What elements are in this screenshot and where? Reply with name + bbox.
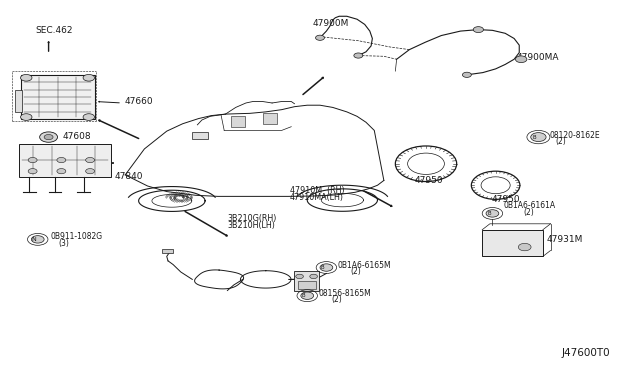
Circle shape bbox=[86, 157, 95, 163]
Text: 47950: 47950 bbox=[491, 195, 520, 203]
Circle shape bbox=[320, 264, 333, 271]
Circle shape bbox=[486, 210, 499, 217]
Text: J47600T0: J47600T0 bbox=[561, 349, 610, 359]
Text: B: B bbox=[301, 293, 305, 298]
Bar bbox=[19, 144, 111, 177]
Text: B: B bbox=[321, 265, 324, 270]
Circle shape bbox=[31, 235, 44, 243]
Text: SEC.462: SEC.462 bbox=[36, 26, 74, 35]
Circle shape bbox=[57, 157, 66, 163]
Bar bbox=[162, 249, 173, 253]
Text: B: B bbox=[488, 211, 491, 216]
Circle shape bbox=[310, 274, 317, 279]
Bar bbox=[230, 116, 244, 127]
Circle shape bbox=[20, 74, 32, 81]
Circle shape bbox=[316, 35, 324, 40]
Text: (2): (2) bbox=[555, 138, 566, 147]
Text: (3): (3) bbox=[58, 239, 69, 248]
Circle shape bbox=[463, 72, 471, 77]
Circle shape bbox=[28, 157, 37, 163]
Circle shape bbox=[296, 274, 303, 279]
Circle shape bbox=[473, 27, 483, 33]
Circle shape bbox=[28, 169, 37, 174]
Text: 0B1A6-6161A: 0B1A6-6161A bbox=[504, 201, 556, 210]
Text: 47910MA(LH): 47910MA(LH) bbox=[290, 193, 344, 202]
Text: (2): (2) bbox=[351, 267, 362, 276]
Bar bbox=[192, 132, 208, 138]
Circle shape bbox=[83, 74, 95, 81]
Circle shape bbox=[86, 169, 95, 174]
Bar bbox=[298, 281, 316, 289]
Bar bbox=[15, 90, 22, 112]
Circle shape bbox=[44, 135, 53, 140]
Text: 47910M  (RH): 47910M (RH) bbox=[290, 186, 344, 195]
Text: 47840: 47840 bbox=[115, 172, 143, 181]
Text: 47608: 47608 bbox=[63, 132, 92, 141]
Text: (2): (2) bbox=[523, 208, 534, 217]
Bar bbox=[294, 271, 319, 291]
Text: 47660: 47660 bbox=[125, 97, 153, 106]
Text: 0B1A6-6165M: 0B1A6-6165M bbox=[338, 260, 392, 270]
Circle shape bbox=[40, 132, 58, 142]
Text: 47950: 47950 bbox=[415, 176, 443, 185]
Text: N: N bbox=[31, 237, 36, 242]
Circle shape bbox=[83, 114, 95, 121]
Text: 08120-8162E: 08120-8162E bbox=[550, 131, 600, 140]
Text: 47900MA: 47900MA bbox=[516, 53, 559, 62]
Text: 0B911-1082G: 0B911-1082G bbox=[51, 232, 102, 241]
Circle shape bbox=[518, 243, 531, 251]
Bar bbox=[262, 113, 276, 124]
Bar bbox=[482, 230, 543, 256]
Text: (2): (2) bbox=[332, 295, 342, 304]
Text: 08156-8165M: 08156-8165M bbox=[319, 289, 371, 298]
Text: B: B bbox=[532, 135, 536, 140]
Bar bbox=[21, 75, 95, 119]
Circle shape bbox=[515, 56, 527, 62]
Text: 47900M: 47900M bbox=[312, 19, 349, 28]
Circle shape bbox=[531, 133, 546, 141]
Circle shape bbox=[57, 169, 66, 174]
Circle shape bbox=[301, 292, 314, 299]
Text: 3B210H(LH): 3B210H(LH) bbox=[227, 221, 275, 230]
Text: 47931M: 47931M bbox=[547, 235, 583, 244]
Circle shape bbox=[354, 53, 363, 58]
Text: 3B210G(RH): 3B210G(RH) bbox=[227, 214, 276, 223]
Circle shape bbox=[20, 114, 32, 121]
